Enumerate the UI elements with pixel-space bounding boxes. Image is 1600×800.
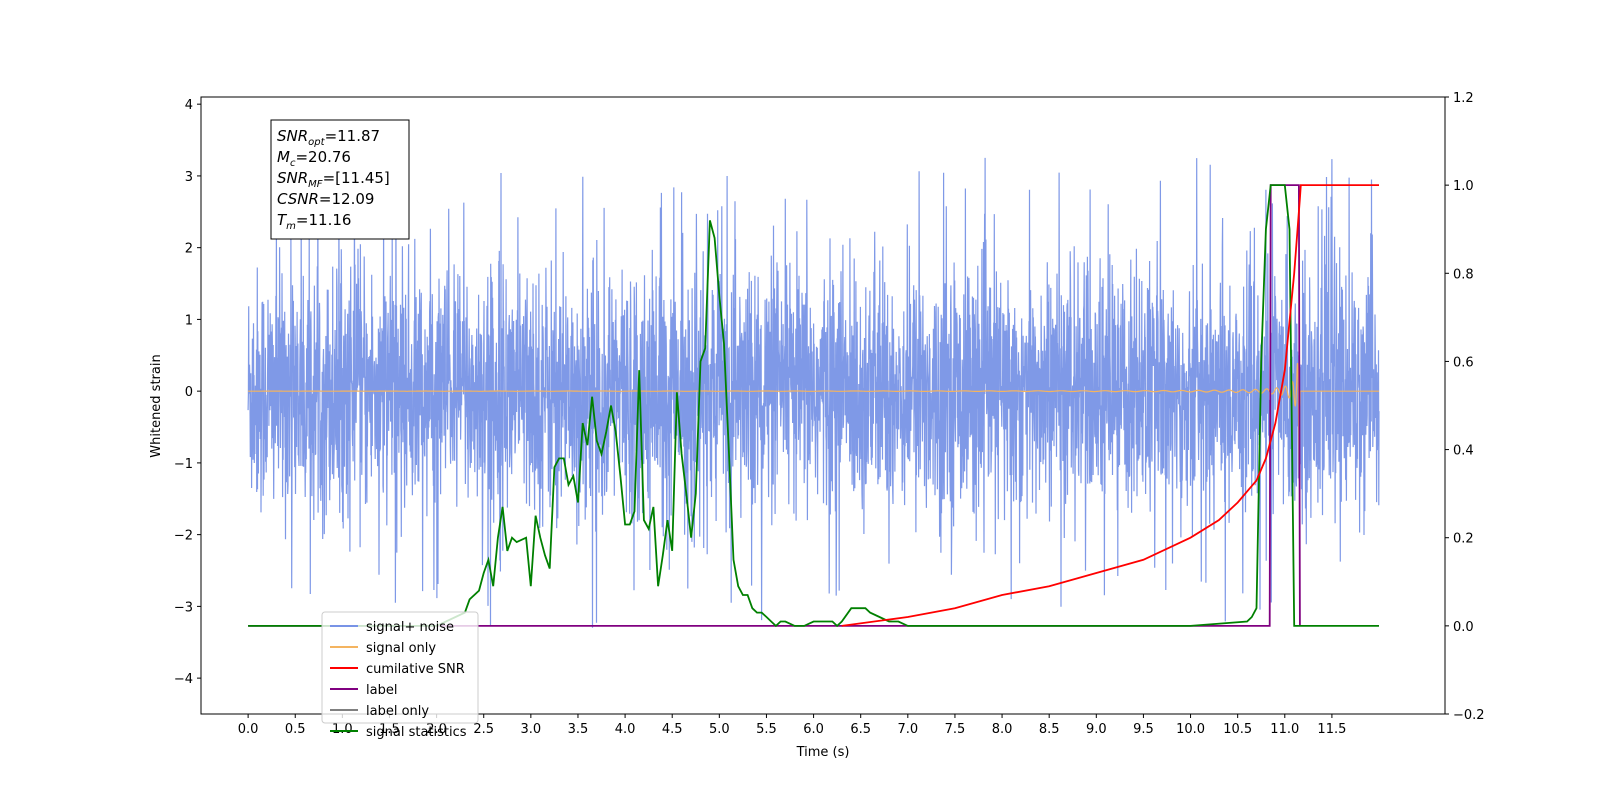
x-tick-label: 9.5 [1133,722,1154,737]
x-tick-label: 11.0 [1270,722,1299,737]
y2-tick-label: 0.8 [1453,267,1474,282]
annotation-line: CSNR=12.09 [277,190,374,208]
y-tick-label: −2 [174,529,193,544]
signal-noise-line [247,156,1380,628]
x-tick-label: 1.5 [379,722,400,737]
y2-tick-label: 1.0 [1453,179,1474,194]
y2-tick-label: 0.4 [1453,444,1474,459]
x-tick-label: 2.5 [473,722,494,737]
x-tick-label: 10.0 [1176,722,1205,737]
signal-statistics-line [248,184,1379,628]
plot-frame [200,96,1446,715]
signal-only-line [248,362,1379,482]
right-axis-series [248,184,1379,628]
y2-tick-label: 0.6 [1453,355,1474,370]
y-tick-label: 4 [185,98,193,113]
annotation-line: SNRMF=[11.45] [277,169,390,190]
annotation-frame [270,119,410,240]
legend-label: signal+ noise [366,620,454,635]
y2-tick-label: 0.0 [1453,620,1474,635]
x-tick-label: 8.0 [992,722,1013,737]
y-tick-label: 0 [185,385,193,400]
x-tick-label: 0.5 [285,722,306,737]
x-tick-label: 8.5 [1039,722,1060,737]
y-tick-label: −1 [174,457,193,472]
x-tick-label: 3.0 [521,722,542,737]
y-tick-label: 2 [185,242,193,257]
x-tick-label: 10.5 [1223,722,1252,737]
y2-tick-label: 1.2 [1453,91,1474,106]
legend: signal+ noise signal only cumilative SNR la… [321,611,479,740]
legend-label: signal statistics [366,725,467,740]
x-tick-label: 5.5 [756,722,777,737]
legend-label: label [366,683,397,698]
annotation-line: SNRopt=11.87 [277,127,380,148]
legend-label: cumilative SNR [366,662,465,677]
y2-tick-label: −0.2 [1453,708,1485,723]
x-tick-label: 7.0 [897,722,918,737]
x-tick-label: 7.5 [945,722,966,737]
x-tick-label: 4.5 [662,722,683,737]
x-axis-label: Time (s) [796,745,850,760]
x-tick-label: 9.0 [1086,722,1107,737]
y-tick-label: 1 [185,313,193,328]
x-tick-label: 3.5 [568,722,589,737]
annotation-box: SNRopt=11.87Mc=20.76SNRMF=[11.45]CSNR=12… [270,119,410,240]
y-axis-ticks: −4 −3 −2 −1 0 1 2 3 4 [174,98,201,687]
cumilative-SNR-line [841,184,1379,627]
x-tick-label: 4.0 [615,722,636,737]
y2-axis-ticks: −0.2 0.0 0.2 0.4 0.6 0.8 1.0 1.2 [1445,91,1485,723]
y-axis-label: Whitened strain [149,354,164,457]
y-tick-label: 3 [185,170,193,185]
legend-label: signal only [366,641,436,656]
x-tick-label: 1.0 [332,722,353,737]
annotation-line: Mc=20.76 [277,148,351,169]
x-tick-label: 11.5 [1317,722,1346,737]
x-tick-label: 2.0 [426,722,447,737]
x-tick-label: 0.0 [238,722,259,737]
y2-tick-label: 0.2 [1453,532,1474,547]
x-tick-label: 6.0 [803,722,824,737]
legend-frame [321,611,479,724]
x-tick-label: 6.5 [850,722,871,737]
x-tick-label: 5.0 [709,722,730,737]
signal-only-series [248,362,1379,482]
signal-noise-series [247,156,1380,628]
y-tick-label: −4 [174,672,193,687]
annotation-line: Tm=11.16 [277,211,351,232]
y-tick-label: −3 [174,600,193,615]
x-axis-ticks: 0.0 0.5 1.0 1.5 2.0 2.5 3.0 3.5 4.0 4.5 5.0 5.5 6.0 6… [238,714,1346,737]
legend-label: label only [366,704,429,719]
